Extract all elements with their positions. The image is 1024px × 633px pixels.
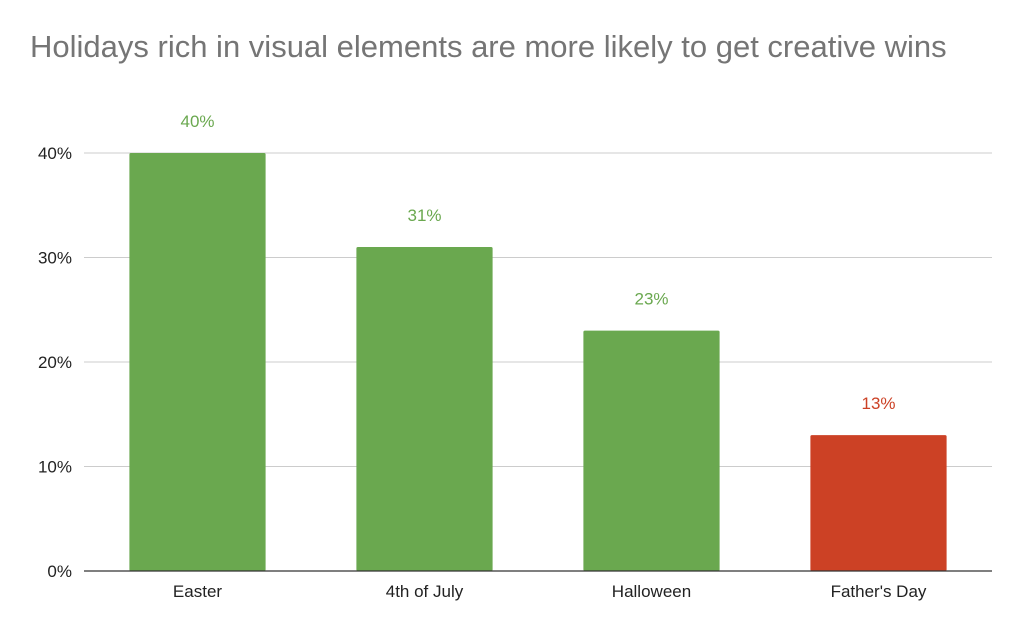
y-tick-label: 0% [47, 562, 72, 581]
x-tick-label: Easter [173, 582, 222, 601]
chart-title: Holidays rich in visual elements are mor… [30, 29, 947, 64]
y-tick-label: 20% [38, 353, 72, 372]
y-tick-label: 10% [38, 458, 72, 477]
bar [583, 330, 720, 571]
x-tick-label: Father's Day [831, 582, 927, 601]
bar [356, 247, 493, 572]
data-label: 31% [407, 206, 441, 225]
y-axis-ticks: 0% 10% 20% 30% 40% [38, 144, 72, 581]
data-label: 13% [861, 394, 895, 413]
x-axis-ticks: Easter 4th of July Halloween Father's Day [173, 582, 927, 601]
data-label: 23% [634, 290, 668, 309]
x-tick-label: Halloween [612, 582, 691, 601]
x-tick-label: 4th of July [386, 582, 464, 601]
bar [129, 153, 266, 571]
data-labels: 40% 31% 23% 13% [180, 112, 895, 413]
bar [810, 435, 947, 571]
y-tick-label: 40% [38, 144, 72, 163]
bars [129, 153, 947, 572]
y-tick-label: 30% [38, 249, 72, 268]
data-label: 40% [180, 112, 214, 131]
